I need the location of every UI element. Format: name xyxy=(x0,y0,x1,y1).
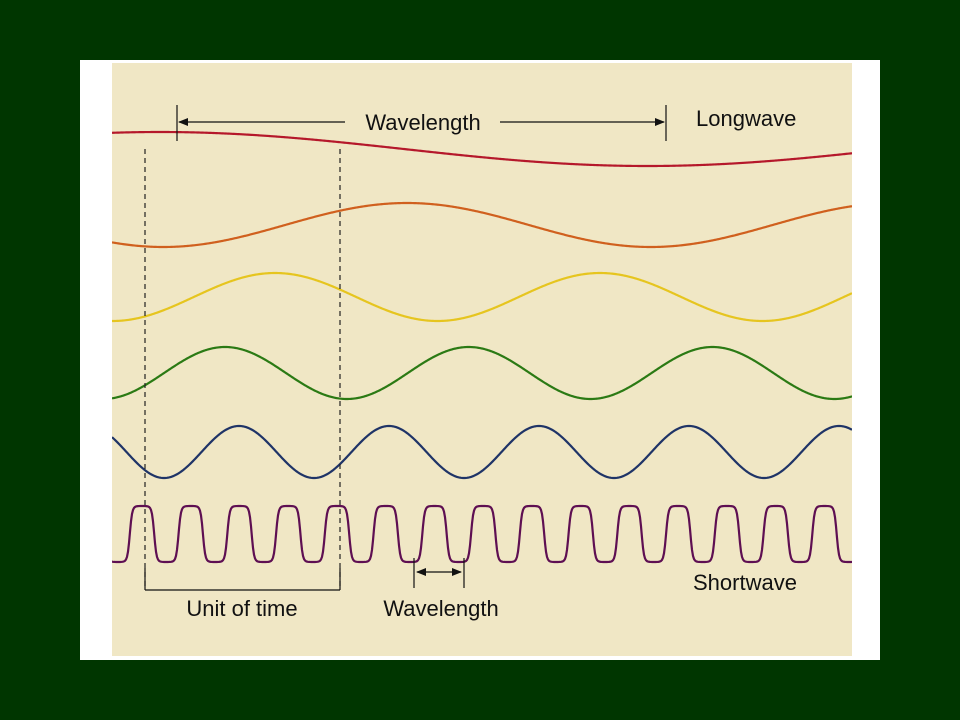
waves-group xyxy=(112,130,852,564)
longwave xyxy=(112,130,852,168)
bottom-wavelength-label: Wavelength xyxy=(383,596,498,621)
shortwave xyxy=(112,504,852,564)
orange-wave xyxy=(112,201,852,249)
yellow-wave xyxy=(112,271,852,323)
longwave-label: Longwave xyxy=(696,106,796,131)
blue-wave xyxy=(112,424,852,480)
top-wavelength-label: Wavelength xyxy=(365,110,480,135)
figure-background xyxy=(112,63,852,656)
wave-diagram: Wavelength Longwave Unit of time Wavelen… xyxy=(112,63,852,656)
unit-of-time-label: Unit of time xyxy=(186,596,297,621)
shortwave-label: Shortwave xyxy=(693,570,797,595)
green-wave xyxy=(112,345,852,401)
